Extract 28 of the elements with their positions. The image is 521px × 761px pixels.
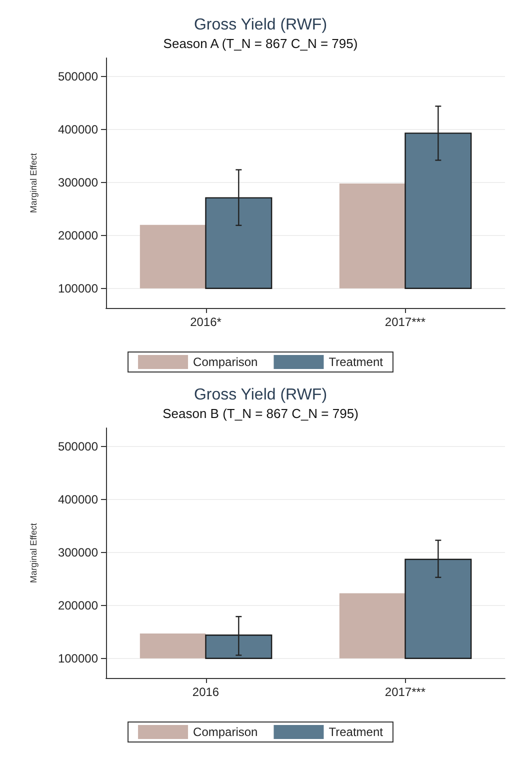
- chart-title: Gross Yield (RWF): [194, 386, 328, 404]
- x-tick-label: 2016*: [190, 315, 222, 329]
- legend-label: Comparison: [193, 725, 258, 739]
- y-tick-label: 300000: [58, 545, 98, 560]
- y-axis-title: Marginal Effect: [28, 522, 38, 583]
- legend-label: Treatment: [328, 355, 384, 369]
- x-tick-label: 2017***: [384, 685, 426, 699]
- x-tick-label: 2017***: [384, 315, 426, 329]
- bar: [339, 593, 406, 658]
- bar: [140, 634, 206, 658]
- bar: [339, 184, 406, 288]
- y-axis-title: Marginal Effect: [28, 152, 38, 213]
- y-tick-label: 100000: [58, 281, 98, 296]
- legend-label: Comparison: [193, 355, 258, 369]
- y-tick-label: 400000: [58, 492, 98, 507]
- y-tick-label: 100000: [58, 651, 98, 666]
- legend-label: Treatment: [328, 725, 384, 739]
- y-tick-label: 500000: [58, 70, 98, 84]
- y-tick-label: 200000: [58, 598, 98, 612]
- y-tick-label: 400000: [58, 122, 98, 137]
- y-tick-label: 500000: [58, 440, 98, 454]
- chart-subtitle: Season A (T_N = 867 C_N = 795): [163, 36, 358, 51]
- bar: [140, 224, 206, 288]
- x-tick-label: 2016: [192, 685, 220, 699]
- y-tick-label: 200000: [58, 228, 98, 242]
- chart-title: Gross Yield (RWF): [194, 16, 328, 34]
- chart-subtitle: Season B (T_N = 867 C_N = 795): [162, 406, 358, 421]
- y-tick-label: 300000: [58, 175, 98, 190]
